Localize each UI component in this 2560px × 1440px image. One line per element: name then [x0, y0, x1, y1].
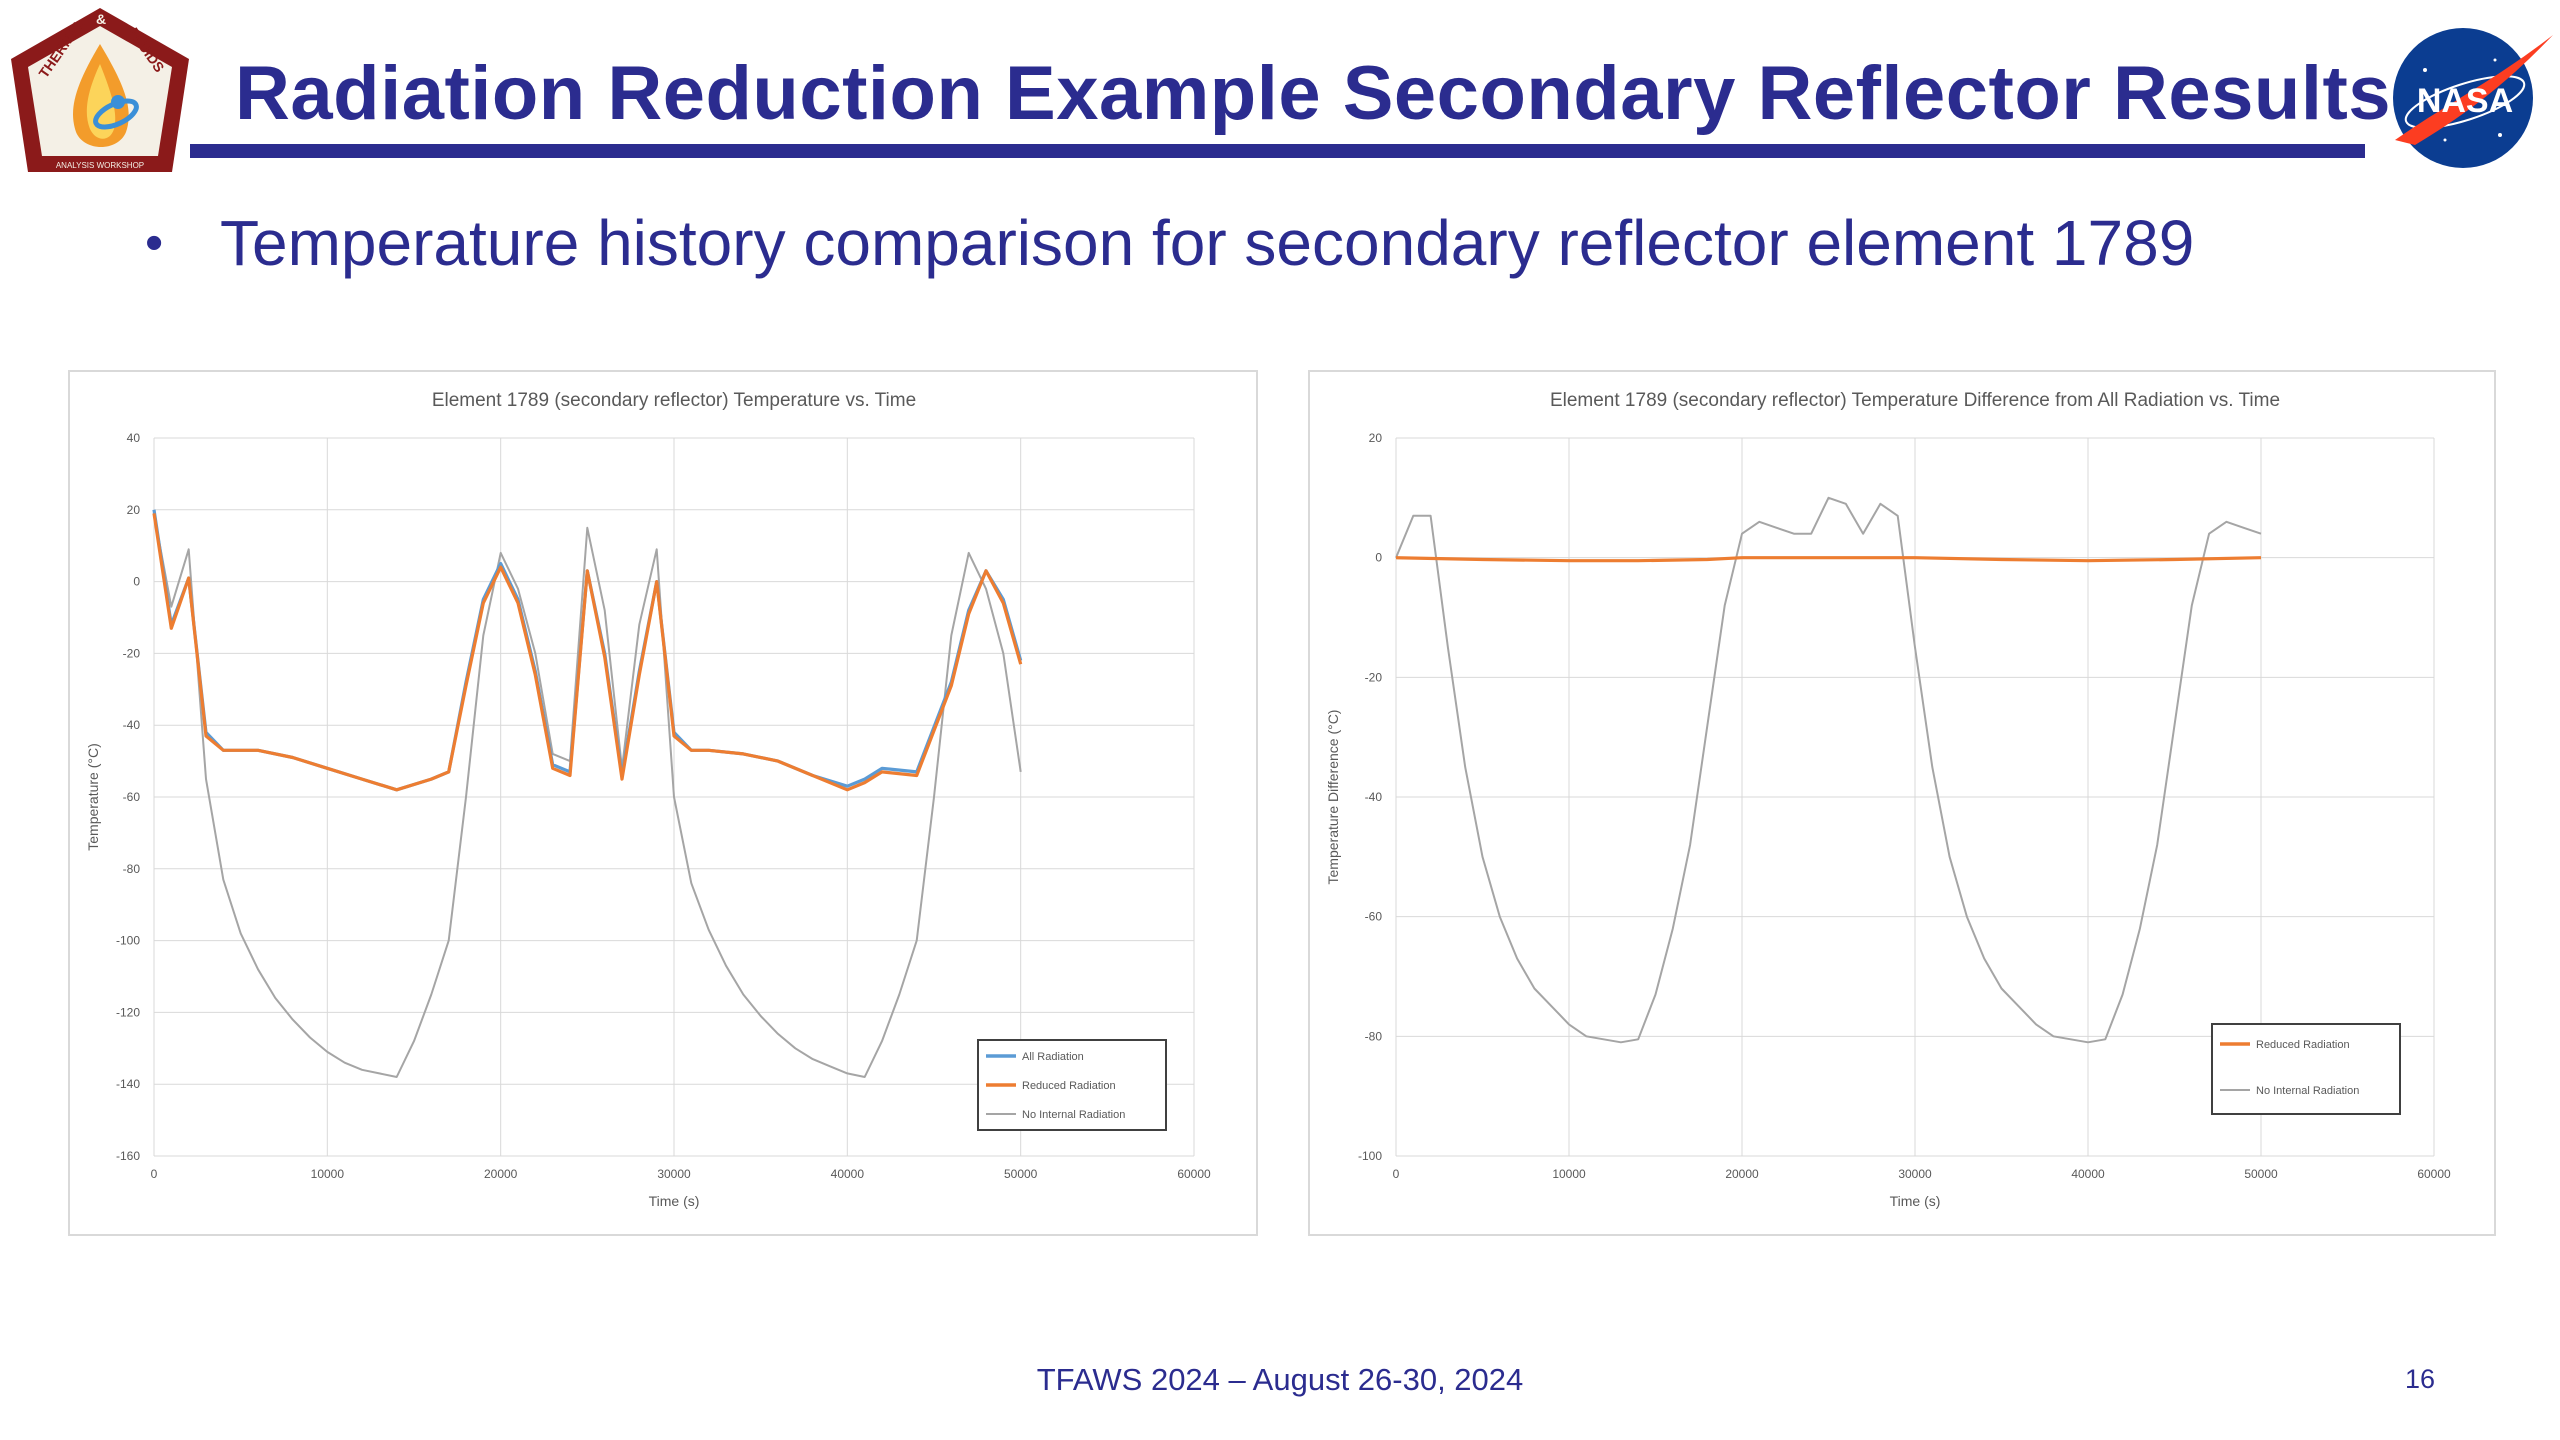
y-tick-label: -20	[1365, 670, 1383, 684]
x-tick-label: 40000	[831, 1167, 865, 1181]
x-tick-label: 40000	[2071, 1167, 2105, 1181]
nasa-logo: NASA	[2393, 28, 2553, 168]
x-tick-label: 60000	[2417, 1167, 2451, 1181]
x-tick-label: 20000	[1725, 1167, 1759, 1181]
y-tick-label: -40	[123, 718, 141, 732]
y-tick-label: -120	[116, 1005, 140, 1019]
y-tick-label: -100	[1358, 1149, 1382, 1163]
legend-label-no-internal-radiation: No Internal Radiation	[2256, 1085, 2359, 1097]
legend-label-reduced-radiation: Reduced Radiation	[1022, 1080, 1116, 1092]
y-tick-label: -140	[116, 1077, 140, 1091]
x-tick-label: 0	[151, 1167, 158, 1181]
x-tick-label: 0	[1393, 1167, 1400, 1181]
legend-label-reduced-radiation: Reduced Radiation	[2256, 1039, 2350, 1051]
x-tick-label: 10000	[1552, 1167, 1586, 1181]
logo-arc-amp: &	[96, 11, 106, 27]
temperature-difference-chart: Element 1789 (secondary reflector) Tempe…	[1308, 370, 2496, 1236]
x-tick-label: 10000	[311, 1167, 345, 1181]
x-axis-label: Time (s)	[1890, 1193, 1941, 1209]
y-tick-label: -60	[123, 790, 141, 804]
y-axis-label: Temperature Difference (°C)	[1325, 710, 1341, 885]
nasa-logo-text: NASA	[2417, 82, 2513, 120]
temperature-chart: Element 1789 (secondary reflector) Tempe…	[68, 370, 1258, 1236]
series-line-no-internal-radiation	[1395, 496, 2262, 1044]
legend-box	[2211, 1023, 2401, 1115]
tfaws-logo: THERMAL & FLUIDS ANALYSIS WORKSHOP	[11, 8, 189, 172]
series-line-all-radiation	[152, 509, 1023, 792]
logo-bottom-text: ANALYSIS WORKSHOP	[56, 161, 144, 170]
y-tick-label: -160	[116, 1149, 140, 1163]
series-line-reduced-radiation	[1395, 556, 2262, 563]
slide-title: Radiation Reduction Example Secondary Re…	[235, 51, 2392, 136]
y-tick-label: 20	[127, 503, 141, 517]
chart-title: Element 1789 (secondary reflector) Tempe…	[432, 390, 916, 411]
y-tick-label: -80	[1365, 1029, 1383, 1043]
x-tick-label: 50000	[2244, 1167, 2278, 1181]
page-number: 16	[2405, 1364, 2436, 1394]
chart-title: Element 1789 (secondary reflector) Tempe…	[1550, 390, 2280, 411]
bullet-text: Temperature history comparison for secon…	[220, 207, 2195, 279]
x-tick-label: 60000	[1177, 1167, 1211, 1181]
y-tick-label: 20	[1369, 431, 1383, 445]
series-line-reduced-radiation	[152, 513, 1023, 792]
bullet-marker: •	[145, 214, 164, 272]
x-tick-label: 50000	[1004, 1167, 1038, 1181]
title-divider	[190, 144, 2365, 158]
y-tick-label: -60	[1365, 910, 1383, 924]
x-axis-label: Time (s)	[649, 1193, 700, 1209]
x-tick-label: 30000	[657, 1167, 691, 1181]
footer-text: TFAWS 2024 – August 26-30, 2024	[1036, 1362, 1524, 1397]
series-line-no-internal-radiation	[153, 513, 1022, 1078]
y-axis-label: Temperature (°C)	[85, 743, 101, 851]
y-tick-label: -100	[116, 934, 140, 948]
y-tick-label: 40	[127, 431, 141, 445]
y-tick-label: -40	[1365, 790, 1383, 804]
y-tick-label: -20	[123, 646, 141, 660]
legend-label-all-radiation: All Radiation	[1022, 1051, 1084, 1063]
chart-svg: Element 1789 (secondary reflector) Tempe…	[85, 390, 1211, 1209]
x-tick-label: 20000	[484, 1167, 518, 1181]
y-tick-label: 0	[133, 575, 140, 589]
y-tick-label: -80	[123, 862, 141, 876]
y-tick-label: 0	[1375, 551, 1382, 565]
legend-label-no-internal-radiation: No Internal Radiation	[1022, 1109, 1125, 1121]
x-tick-label: 30000	[1898, 1167, 1932, 1181]
chart-svg: Element 1789 (secondary reflector) Tempe…	[1325, 390, 2451, 1209]
